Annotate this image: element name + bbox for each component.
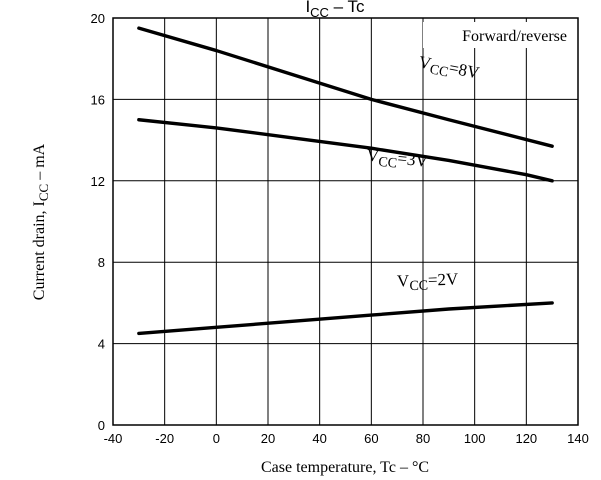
series-lines [137,26,554,336]
x-tick-label: 60 [364,431,378,446]
plot-frame [112,17,579,426]
series-label: VCC=2V [397,269,460,294]
series-label: VCC=8V [416,52,481,86]
y-tick-label: 20 [91,11,105,26]
x-tick-label: 20 [261,431,275,446]
x-tick-label: 0 [213,431,220,446]
x-tick-label: -40 [104,431,123,446]
y-tick-label: 0 [98,418,105,433]
series-labels: VCC=8V VCC=3V VCC=2V [365,52,482,294]
x-tick-label: 80 [416,431,430,446]
y-tick-labels: 0 4 8 12 16 20 [91,11,105,433]
x-axis-label: Case temperature, Tc – °C [261,459,429,476]
annotation-forward-reverse: Forward/reverse [462,28,567,45]
series-line [137,26,554,148]
x-tick-label: -20 [155,431,174,446]
y-tick-label: 8 [98,255,105,270]
x-tick-label: 100 [464,431,486,446]
y-tick-label: 16 [91,92,105,107]
chart-title: ICC – Tc [305,0,365,20]
x-tick-label: 140 [567,431,589,446]
series-line [137,118,554,183]
series-label: VCC=3V [365,146,429,175]
y-tick-label: 12 [91,174,105,189]
y-tick-label: 4 [98,337,105,352]
x-tick-label: 40 [312,431,326,446]
x-tick-label: 120 [515,431,537,446]
annotation-background [423,22,573,48]
grid [112,17,579,426]
y-axis-label: Current drain, ICC – mA [31,143,51,300]
series-line [137,301,554,336]
x-tick-labels: -40 -20 0 20 40 60 80 100 120 140 [104,431,589,446]
